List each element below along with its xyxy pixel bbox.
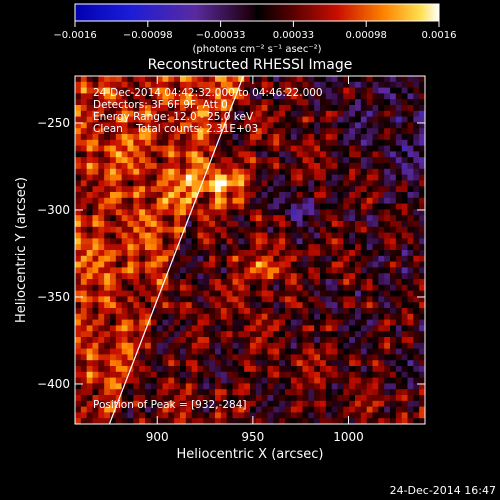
heatmap-image	[75, 76, 425, 424]
colorbar-tick-label: 0.00033	[273, 30, 314, 41]
x-tick-label: 1000	[333, 430, 364, 444]
energy-range-label: Energy Range: 12.0 - 25.0 keV	[93, 111, 254, 123]
colorbar-tick-label: 0.0016	[422, 30, 457, 41]
y-tick-label: −250	[37, 116, 70, 130]
x-axis-label: Heliocentric X (arcsec)	[177, 447, 324, 462]
colorbar-tick-label: −0.0016	[53, 30, 96, 41]
y-tick-label: −300	[37, 203, 70, 217]
y-tick-label: −350	[37, 290, 70, 304]
solar-limb-line	[108, 76, 244, 424]
colorbar-tick-label: 0.00098	[346, 30, 387, 41]
colorbar-units: (photons cm⁻² s⁻¹ asec⁻²)	[192, 44, 321, 55]
y-axis-label: Heliocentric Y (arcsec)	[14, 177, 29, 323]
x-tick-label: 900	[146, 430, 169, 444]
colorbar-tick-label: −0.00033	[196, 30, 246, 41]
footer-date: 24-Dec-2014 16:47	[390, 484, 496, 497]
y-axis-ticks: −250 −300 −350 −400	[37, 116, 425, 391]
detectors-label: Detectors: 3F 6F 9F, Att 0	[93, 99, 228, 111]
x-tick-label: 950	[241, 430, 264, 444]
plot-frame	[74, 75, 426, 425]
time-range-label: 24-Dec-2014 04:42:32.000 to 04:46:22.000	[93, 87, 323, 99]
peak-position-label: Position of Peak = [932,-284]	[93, 399, 247, 411]
colorbar	[74, 3, 440, 22]
colorbar-ticks: −0.0016 −0.00098 −0.00033 0.00033 0.00098 0.0…	[53, 21, 457, 41]
x-axis-ticks: 900 950 1000	[146, 76, 364, 444]
y-tick-label: −400	[37, 377, 70, 391]
colorbar-tick-label: −0.00098	[123, 30, 173, 41]
clean-counts-label: Clean Total counts: 2.31E+03	[93, 123, 258, 135]
chart-title: Reconstructed RHESSI Image	[148, 57, 353, 73]
